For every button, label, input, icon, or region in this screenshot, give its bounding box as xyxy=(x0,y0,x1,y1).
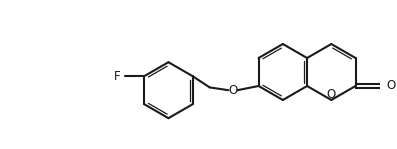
Text: O: O xyxy=(229,84,238,97)
Text: O: O xyxy=(386,80,395,93)
Text: O: O xyxy=(327,88,336,101)
Text: F: F xyxy=(114,70,121,83)
